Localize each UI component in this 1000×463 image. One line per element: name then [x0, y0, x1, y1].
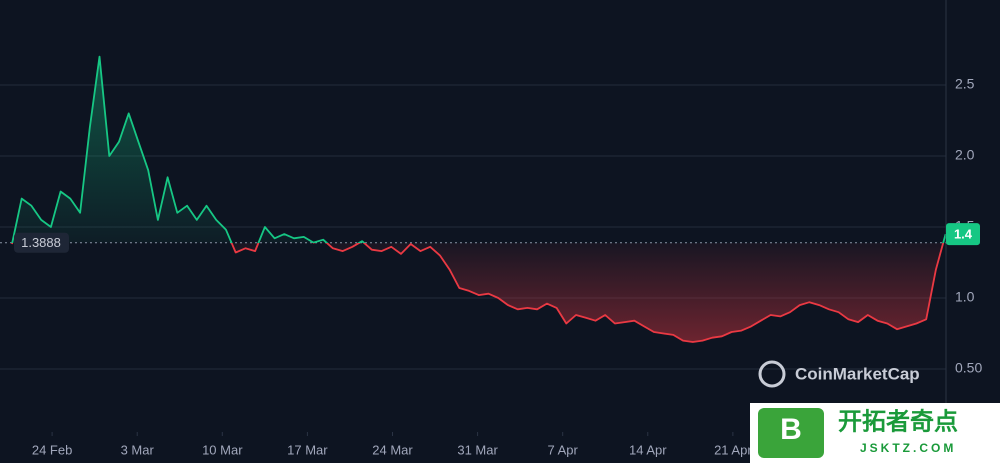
x-tick-label: 31 Mar	[457, 442, 498, 457]
x-tick-label: 24 Mar	[372, 442, 413, 457]
logo-title: 开拓者奇点	[838, 407, 958, 435]
watermark-text: CoinMarketCap	[795, 364, 920, 383]
price-line	[11, 55, 947, 343]
logo-badge: B	[780, 413, 802, 446]
price-badge-box	[946, 223, 980, 246]
watermark: CoinMarketCap	[758, 360, 920, 388]
price-badge: 1.4	[954, 227, 973, 242]
logo: B 开拓者奇点 JSKTZ.COM	[750, 403, 1000, 463]
y-tick-label: 0.50	[955, 360, 982, 376]
x-tick-label: 3 Mar	[121, 442, 155, 457]
x-tick-label: 10 Mar	[202, 442, 243, 457]
x-tick-label: 21 Apr	[714, 442, 752, 457]
x-tick-label: 17 Mar	[287, 442, 328, 457]
logo-url: JSKTZ.COM	[860, 441, 956, 455]
baseline-label-box	[14, 232, 69, 253]
watermark-icon	[758, 360, 786, 388]
area	[12, 56, 946, 342]
y-tick-label: 1.0	[955, 289, 975, 305]
x-tick-label: 14 Apr	[629, 442, 667, 457]
baseline-label: 1.3888	[21, 235, 61, 250]
x-tick-label: 24 Feb	[32, 442, 72, 457]
logo-icon	[758, 408, 824, 458]
y-tick-label: 2.5	[955, 76, 975, 92]
y-tick-label: 2.0	[955, 147, 975, 163]
x-tick-label: 7 Apr	[547, 442, 578, 457]
